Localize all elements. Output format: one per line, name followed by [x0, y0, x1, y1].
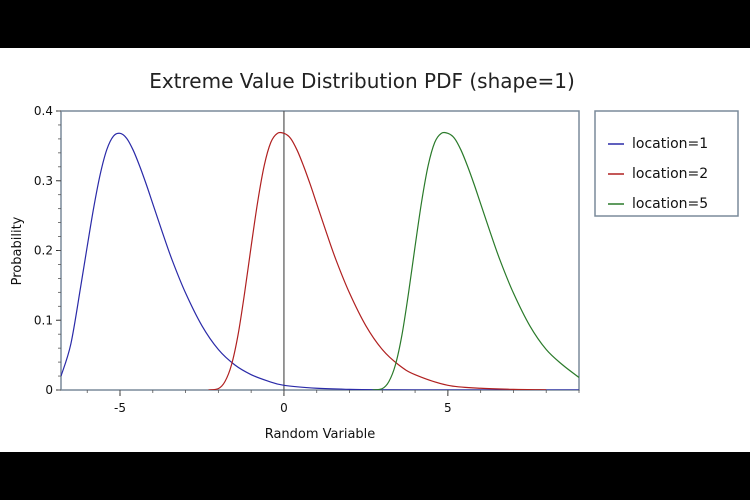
- letterbox-top: [0, 0, 750, 48]
- y-tick-label: 0.1: [34, 313, 53, 327]
- y-tick-label: 0.3: [34, 174, 53, 188]
- y-tick-label: 0: [45, 383, 53, 397]
- axis-marks: 0 0.1 0.2 0.3 0.4 -5 0 5: [34, 104, 580, 415]
- y-axis-label: Probability: [10, 216, 25, 285]
- letterbox-bottom: [0, 452, 750, 500]
- y-tick-label: 0.4: [34, 104, 53, 118]
- x-tick-label: 0: [280, 401, 288, 415]
- chart-svg: Extreme Value Distribution PDF (shape=1)…: [10, 69, 739, 442]
- plot-frame: [60, 110, 580, 391]
- y-tick-label: 0.2: [34, 244, 53, 258]
- x-tick-label: 5: [444, 401, 452, 415]
- legend: location=1 location=2 location=5: [608, 136, 708, 212]
- series-layer: [61, 131, 579, 390]
- legend-box: [594, 110, 739, 217]
- legend-label-2: location=2: [632, 166, 708, 182]
- series-line-2: [208, 131, 547, 390]
- x-axis-label: Random Variable: [265, 427, 376, 442]
- legend-label-3: location=5: [632, 196, 708, 212]
- chart-canvas: Extreme Value Distribution PDF (shape=1)…: [0, 48, 750, 452]
- x-tick-label: -5: [114, 401, 126, 415]
- chart-title: Extreme Value Distribution PDF (shape=1): [149, 69, 575, 93]
- series-line-1: [61, 132, 579, 390]
- series-line-3: [372, 131, 579, 390]
- legend-label-1: location=1: [632, 136, 708, 152]
